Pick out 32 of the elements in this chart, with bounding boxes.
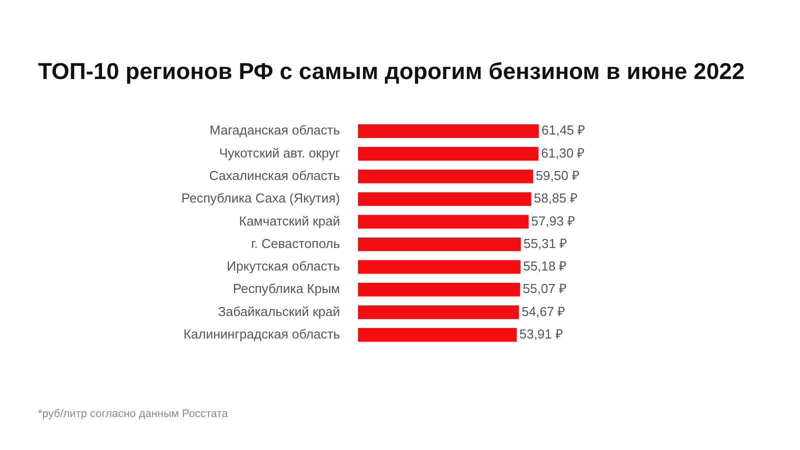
bar xyxy=(358,282,520,296)
data-label: 54,67 ₽ xyxy=(522,304,566,319)
y-tick-label: Сахалинская область xyxy=(209,168,340,183)
data-label: 53,91 ₽ xyxy=(519,326,564,342)
data-label: 55,31 ₽ xyxy=(523,236,568,251)
y-tick-label: Калининградская область xyxy=(183,326,340,342)
y-tick-label: Забайкальский край xyxy=(218,304,340,319)
bar xyxy=(358,305,519,320)
y-tick-label: Чукотский авт. округ xyxy=(219,145,340,160)
chart-title: ТОП-10 регионов РФ с самым дорогим бензином в июне 2022 xyxy=(38,58,745,85)
bar xyxy=(358,124,539,138)
bar xyxy=(358,328,517,342)
y-tick-label: Камчатский край xyxy=(239,213,340,228)
y-tick-label: Республика Саха (Якутия) xyxy=(181,190,340,206)
bar xyxy=(358,146,538,161)
data-label: 59,50 ₽ xyxy=(536,168,580,183)
y-tick-label: Магаданская область xyxy=(210,122,340,138)
bar xyxy=(358,237,521,252)
y-tick-label: г. Севастополь xyxy=(251,236,340,251)
text: *руб/литр согласно данным Росстата xyxy=(38,408,228,420)
bar xyxy=(358,192,532,206)
data-label: 57,93 ₽ xyxy=(531,213,576,228)
bar xyxy=(358,214,528,229)
data-label: 55,07 ₽ xyxy=(522,281,567,296)
data-label: 61,30 ₽ xyxy=(541,145,586,160)
bar xyxy=(358,260,520,274)
data-label: 61,45 ₽ xyxy=(542,122,586,138)
data-label: 55,18 ₽ xyxy=(523,258,568,274)
bar xyxy=(358,170,534,184)
y-tick-label: Республика Крым xyxy=(232,281,340,296)
data-label: 58,85 ₽ xyxy=(534,190,578,206)
y-tick-label: Иркутская область xyxy=(226,258,340,274)
